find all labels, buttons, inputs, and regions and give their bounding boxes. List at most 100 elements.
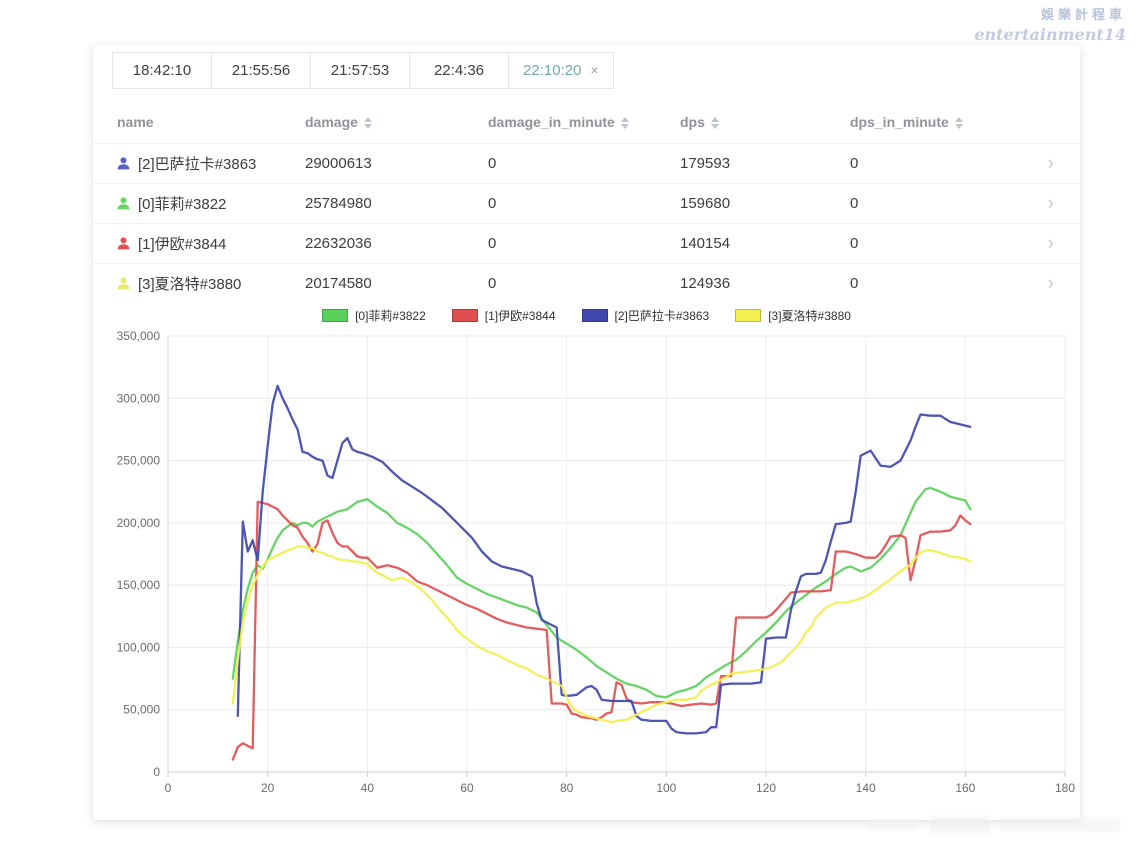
watermark-en: entertainment14 — [974, 24, 1126, 44]
dps-value: 159680 — [680, 195, 731, 212]
dps_in_minute-value: 0 — [850, 155, 859, 172]
series-line-[1]伊欧#3844[interactable] — [231, 500, 972, 761]
y-tick-label: 250,000 — [117, 454, 161, 468]
tab-label: 21:57:53 — [330, 62, 390, 79]
table-row[interactable]: [2]巴萨拉卡#3863 29000613 0 179593 0 › — [93, 143, 1080, 183]
player-name: [1]伊欧#3844 — [138, 236, 227, 253]
x-tick-label: 0 — [165, 781, 172, 795]
table-row[interactable]: [3]夏洛特#3880 20174580 0 124936 0 › — [93, 263, 1080, 303]
series-line-[3]夏洛特#3880[interactable] — [231, 545, 972, 724]
legend-swatch — [322, 308, 349, 322]
legend-label: [3]夏洛特#3880 — [768, 308, 851, 323]
row-expand-chevron-icon[interactable]: › — [1047, 153, 1054, 174]
x-tick-label: 60 — [460, 781, 474, 795]
row-expand-chevron-icon[interactable]: › — [1047, 193, 1054, 214]
close-icon[interactable]: × — [590, 62, 599, 78]
person-icon — [117, 237, 130, 250]
player-name-cell: [3]夏洛特#3880 — [117, 273, 305, 294]
table-row[interactable]: [0]菲莉#3822 25784980 0 159680 0 › — [93, 183, 1080, 223]
legend-swatch — [735, 308, 762, 322]
dps-value: 124936 — [680, 275, 731, 292]
watermark-cn: 娛樂計程車 — [1040, 7, 1126, 22]
legend-item[interactable]: [2]巴萨拉卡#3863 — [581, 307, 710, 324]
dps-table: name damage damage_in_minute dps dps_in_minu… — [93, 101, 1080, 303]
tab-label: 22:10:20 — [523, 62, 582, 79]
damage_in_minute-value: 0 — [488, 155, 497, 172]
main-panel: 18:42:10 21:55:56 21:57:53 22:4:36 22:10:20 ×… — [93, 45, 1080, 820]
time-tab-21:57:53[interactable]: 21:57:53 — [310, 52, 410, 89]
damage_in_minute-value: 0 — [488, 235, 497, 252]
y-tick-label: 50,000 — [123, 703, 160, 717]
column-header-damage[interactable]: damage — [305, 114, 488, 130]
x-tick-label: 80 — [560, 781, 574, 795]
tab-label: 18:42:10 — [132, 62, 192, 79]
dps-chart: [0]菲莉#3822 [1]伊欧#3844 [2]巴萨拉卡#3863 [3]夏洛特#3… — [93, 303, 1080, 820]
column-label: dps_in_minute — [850, 114, 949, 130]
damage_in_minute-value: 0 — [488, 275, 497, 292]
person-icon — [117, 197, 130, 210]
time-tab-22:10:20[interactable]: 22:10:20 × — [508, 52, 614, 89]
dps-value: 140154 — [680, 235, 731, 252]
x-tick-label: 180 — [1055, 781, 1075, 795]
time-tab-21:55:56[interactable]: 21:55:56 — [211, 52, 311, 89]
x-tick-label: 140 — [856, 781, 876, 795]
dps-value: 179593 — [680, 155, 731, 172]
y-tick-label: 200,000 — [117, 516, 161, 530]
x-tick-label: 160 — [955, 781, 975, 795]
player-name-cell: [0]菲莉#3822 — [117, 193, 305, 214]
player-name: [3]夏洛特#3880 — [138, 276, 242, 293]
legend-swatch — [581, 308, 608, 322]
site-watermark: 娛樂計程車 entertainment14 — [974, 6, 1126, 45]
legend-label: [1]伊欧#3844 — [484, 308, 556, 323]
player-name-cell: [1]伊欧#3844 — [117, 233, 305, 254]
player-name: [2]巴萨拉卡#3863 — [138, 156, 257, 173]
legend-label: [0]菲莉#3822 — [355, 308, 426, 323]
y-tick-label: 350,000 — [117, 329, 161, 343]
x-tick-label: 40 — [361, 781, 375, 795]
y-tick-label: 150,000 — [117, 578, 161, 592]
row-expand-chevron-icon[interactable]: › — [1047, 273, 1054, 294]
person-icon — [117, 277, 130, 290]
series-line-[2]巴萨拉卡#3863[interactable] — [236, 384, 972, 735]
player-name-cell: [2]巴萨拉卡#3863 — [117, 153, 305, 174]
tab-label: 21:55:56 — [231, 62, 291, 79]
damage-value: 25784980 — [305, 195, 372, 212]
time-tab-22:4:36[interactable]: 22:4:36 — [409, 52, 509, 89]
dps_in_minute-value: 0 — [850, 275, 859, 292]
sort-caret-icon[interactable] — [954, 117, 963, 130]
x-tick-label: 120 — [756, 781, 776, 795]
damage-value: 20174580 — [305, 275, 372, 292]
series-line-[0]菲莉#3822[interactable] — [231, 486, 972, 699]
column-label: damage_in_minute — [488, 114, 615, 130]
time-tab-bar: 18:42:10 21:55:56 21:57:53 22:4:36 22:10:20 × — [112, 52, 614, 89]
dps_in_minute-value: 0 — [850, 195, 859, 212]
column-header-dps[interactable]: dps — [680, 114, 850, 130]
column-header-damage_in_minute[interactable]: damage_in_minute — [488, 114, 680, 130]
table-header-row: name damage damage_in_minute dps dps_in_minu… — [93, 101, 1080, 143]
player-name: [0]菲莉#3822 — [138, 196, 227, 213]
y-tick-label: 100,000 — [117, 640, 161, 654]
line-chart: 0 20 40 60 80 100 120 140 160 180 0 50,000 100,000 15… — [117, 329, 1076, 795]
y-tick-label: 0 — [153, 765, 160, 779]
column-header-name: name — [117, 114, 305, 130]
legend-item[interactable]: [3]夏洛特#3880 — [735, 307, 851, 324]
row-expand-chevron-icon[interactable]: › — [1047, 233, 1054, 254]
dps_in_minute-value: 0 — [850, 235, 859, 252]
legend-label: [2]巴萨拉卡#3863 — [614, 308, 710, 323]
damage-value: 29000613 — [305, 155, 372, 172]
table-row[interactable]: [1]伊欧#3844 22632036 0 140154 0 › — [93, 223, 1080, 263]
legend-item[interactable]: [1]伊欧#3844 — [451, 307, 556, 324]
sort-caret-icon[interactable] — [620, 117, 629, 130]
tab-label: 22:4:36 — [433, 62, 485, 79]
x-tick-label: 20 — [261, 781, 275, 795]
x-tick-label: 100 — [656, 781, 676, 795]
column-header-dps_in_minute[interactable]: dps_in_minute — [850, 114, 1043, 130]
y-tick-label: 300,000 — [117, 391, 161, 405]
column-label: name — [117, 114, 154, 130]
time-tab-18:42:10[interactable]: 18:42:10 — [112, 52, 212, 89]
legend-swatch — [451, 308, 478, 322]
chart-legend: [0]菲莉#3822 [1]伊欧#3844 [2]巴萨拉卡#3863 [3]夏洛特#3… — [93, 305, 1080, 325]
legend-item[interactable]: [0]菲莉#3822 — [322, 307, 426, 324]
sort-caret-icon[interactable] — [363, 117, 372, 130]
sort-caret-icon[interactable] — [710, 117, 719, 130]
